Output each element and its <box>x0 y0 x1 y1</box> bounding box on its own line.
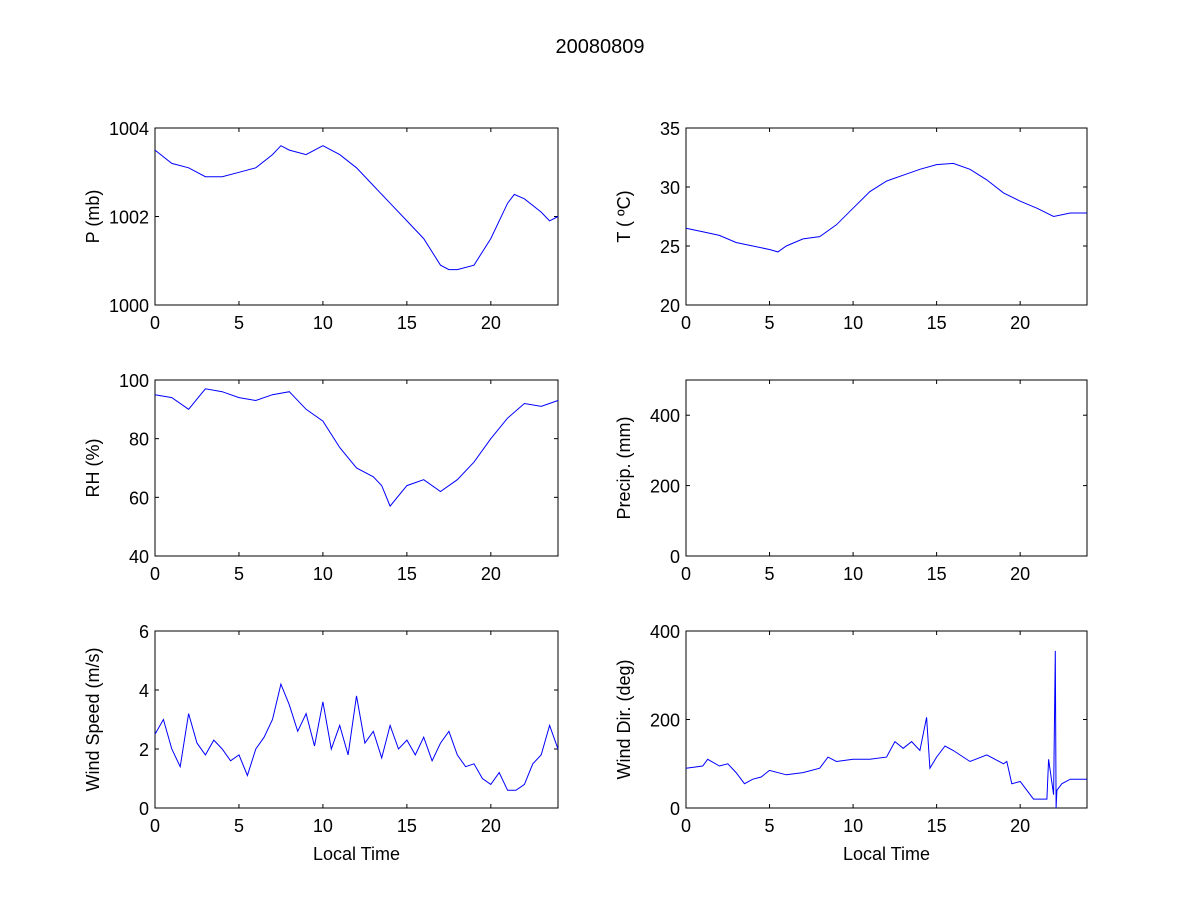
y-tick-label: 80 <box>129 430 149 450</box>
y-tick-label: 6 <box>139 622 149 642</box>
x-tick-label: 5 <box>765 313 775 333</box>
x-tick-label: 10 <box>313 564 333 584</box>
y-axis-label: Wind Dir. (deg) <box>614 659 634 779</box>
series-line-temperature <box>685 162 1087 253</box>
y-tick-label: 40 <box>129 547 149 567</box>
y-tick-label: 0 <box>139 799 149 819</box>
y-tick-label: 60 <box>129 488 149 508</box>
x-tick-label: 15 <box>397 313 417 333</box>
axes-box <box>685 630 1088 809</box>
axes-box <box>154 630 559 809</box>
series-line-wind-speed <box>154 682 559 791</box>
subplot-temperature: 0 5 10 15 20 20 25 30 35 T ( ºC) <box>614 119 1088 333</box>
y-tick-label: 30 <box>660 178 680 198</box>
x-tick-label: 5 <box>234 816 244 836</box>
x-tick-label: 10 <box>313 816 333 836</box>
series-line-pressure <box>154 145 559 271</box>
y-tick-label: 100 <box>119 371 149 391</box>
x-tick-label: 15 <box>927 816 947 836</box>
figure-title: 20080809 <box>556 36 645 58</box>
y-tick-label: 1000 <box>109 296 149 316</box>
x-tick-label: 0 <box>681 816 691 836</box>
x-tick-label: 20 <box>1010 313 1030 333</box>
x-tick-label: 0 <box>150 816 160 836</box>
x-tick-label: 15 <box>397 564 417 584</box>
axes-box <box>685 127 1088 306</box>
x-tick-label: 0 <box>150 564 160 584</box>
x-tick-label: 15 <box>927 313 947 333</box>
x-axis-label: Local Time <box>843 844 930 864</box>
y-tick-label: 4 <box>139 681 149 701</box>
x-tick-label: 10 <box>843 816 863 836</box>
y-tick-label: 0 <box>670 547 680 567</box>
x-tick-label: 5 <box>765 816 775 836</box>
y-tick-label: 400 <box>650 406 680 426</box>
series-line-relative-humidity <box>154 388 559 508</box>
x-tick-label: 20 <box>1010 564 1030 584</box>
x-tick-label: 10 <box>843 313 863 333</box>
y-tick-label: 200 <box>650 477 680 497</box>
x-tick-label: 0 <box>681 564 691 584</box>
x-tick-label: 5 <box>234 313 244 333</box>
y-tick-label: 0 <box>670 799 680 819</box>
y-axis-label: P (mb) <box>83 190 103 244</box>
x-tick-label: 20 <box>481 313 501 333</box>
x-tick-label: 5 <box>234 564 244 584</box>
x-tick-label: 20 <box>481 564 501 584</box>
x-tick-label: 15 <box>397 816 417 836</box>
y-axis-label: Wind Speed (m/s) <box>83 647 103 791</box>
subplot-relative-humidity: 0 5 10 15 20 40 60 80 100 RH (%) <box>83 371 559 584</box>
x-tick-label: 10 <box>843 564 863 584</box>
x-tick-label: 0 <box>681 313 691 333</box>
subplot-wind-speed: 0 5 10 15 20 0 2 4 6 Wind Speed (m/s) Local Time <box>83 622 559 864</box>
series-line-wind-direction <box>685 650 1087 809</box>
x-tick-label: 5 <box>765 564 775 584</box>
y-tick-label: 20 <box>660 296 680 316</box>
y-tick-label: 400 <box>650 622 680 642</box>
axes-box <box>685 379 1088 557</box>
y-tick-label: 25 <box>660 237 680 257</box>
x-axis-label: Local Time <box>313 844 400 864</box>
x-tick-label: 0 <box>150 313 160 333</box>
x-tick-label: 10 <box>313 313 333 333</box>
y-axis-label: T ( ºC) <box>614 190 634 242</box>
x-tick-label: 20 <box>481 816 501 836</box>
y-tick-label: 1004 <box>109 119 149 139</box>
x-tick-label: 20 <box>1010 816 1030 836</box>
y-tick-label: 200 <box>650 711 680 731</box>
y-axis-label: Precip. (mm) <box>614 417 634 520</box>
x-tick-label: 15 <box>927 564 947 584</box>
subplot-pressure: 0 5 10 15 20 1000 1002 1004 P (mb) <box>83 119 559 333</box>
axes-box <box>154 127 559 306</box>
y-tick-label: 35 <box>660 119 680 139</box>
y-tick-label: 1002 <box>109 208 149 228</box>
y-axis-label: RH (%) <box>83 439 103 498</box>
y-tick-label: 2 <box>139 740 149 760</box>
